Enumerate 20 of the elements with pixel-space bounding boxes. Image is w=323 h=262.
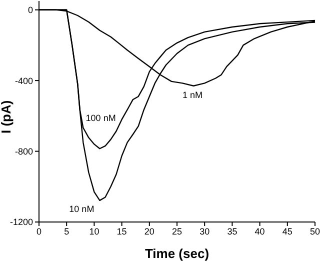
- x-tick-label: 20: [144, 226, 154, 236]
- x-tick-label: 25: [172, 226, 182, 236]
- x-tick-label: 45: [282, 226, 292, 236]
- x-tick-label: 15: [116, 226, 127, 236]
- x-tick-label: 40: [254, 226, 265, 236]
- x-axis-title: Time (sec): [144, 246, 210, 261]
- x-tick-label: 50: [310, 226, 320, 236]
- x-tick-label: 35: [227, 226, 238, 236]
- y-tick-label: -400: [14, 76, 33, 86]
- series-label: 100 nM: [86, 112, 116, 123]
- x-tick-label: 5: [64, 226, 70, 236]
- x-tick-label: 30: [200, 226, 210, 236]
- x-tick-label: 10: [89, 226, 100, 236]
- y-tick-label: -1200: [10, 217, 33, 228]
- series-label: 10 nM: [69, 204, 94, 214]
- x-tick-label: 0: [36, 226, 42, 236]
- y-tick-label: -800: [14, 146, 33, 156]
- y-axis-title: I (pA): [0, 100, 14, 134]
- series-label: 1 nM: [182, 90, 203, 100]
- y-tick-label: 0: [28, 5, 33, 16]
